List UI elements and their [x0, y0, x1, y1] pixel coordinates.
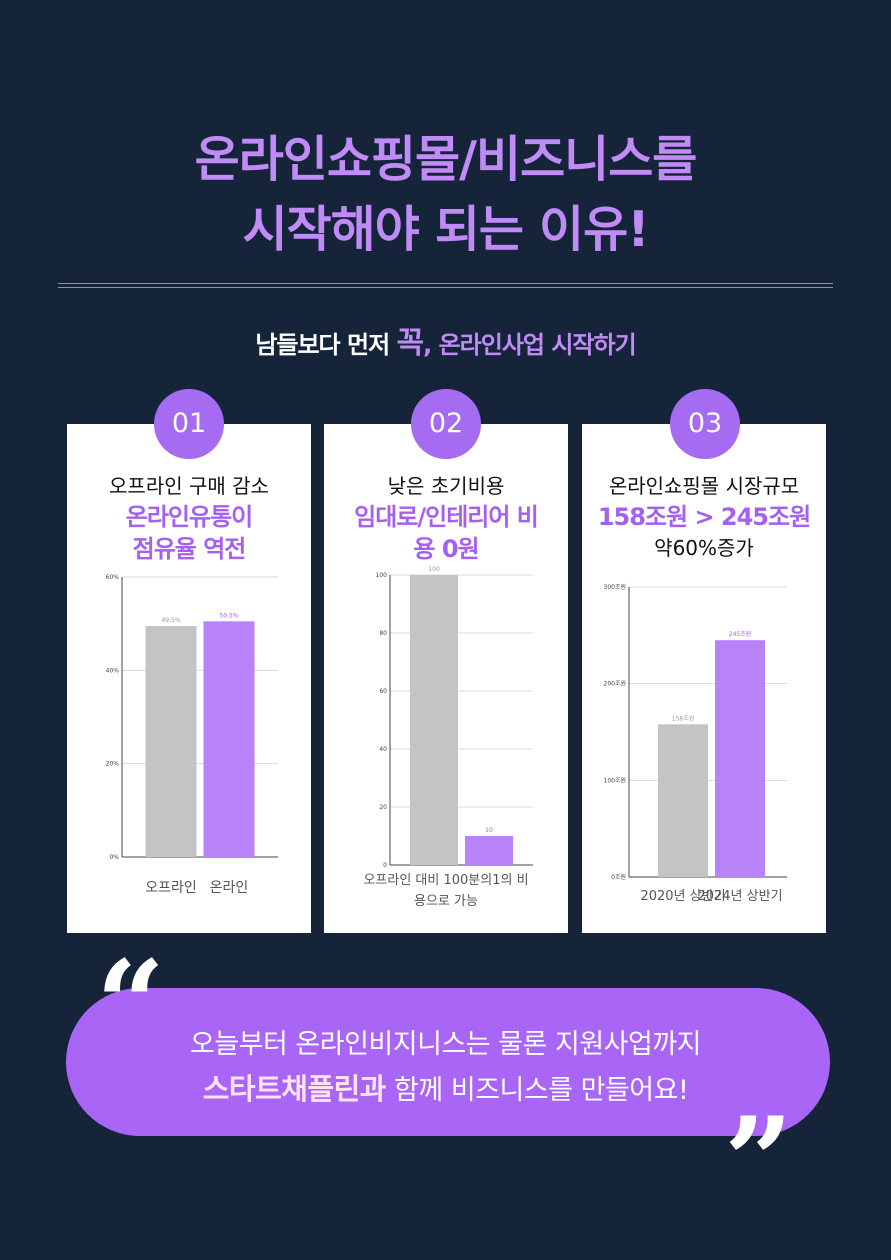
card-3: 온라인쇼핑몰 시장규모 158조원 > 245조원 약60%증가 0조원 100조…: [582, 424, 826, 933]
card-2-line2: 임대로/인테리어 비: [354, 503, 539, 531]
close-quote-icon: ”: [724, 1091, 794, 1232]
page-title-line1: 온라인쇼핑몰/비즈니스를: [194, 131, 698, 188]
y-tick-label: 20: [379, 804, 387, 811]
badge-01: 01: [154, 389, 224, 459]
open-quote-icon: “: [96, 934, 166, 1075]
bar: [410, 575, 458, 865]
y-tick-label: 100조원: [604, 776, 627, 784]
bar: [715, 640, 765, 877]
subtitle-mark: 꼭: [396, 326, 425, 361]
category-label: 2020년 상반기: [640, 889, 725, 904]
card-3-heading: 온라인쇼핑몰 시장규모 158조원 > 245조원 약60%증가: [582, 471, 826, 563]
bar: [658, 724, 708, 877]
category-label: 오프라인 대비 100분의1의 비: [363, 873, 528, 888]
bubble-line1: 오늘부터 온라인비지니스는 물론 지원사업까지: [189, 1029, 702, 1060]
bubble-line2-rest: 함께 비즈니스를 만들어요!: [385, 1075, 689, 1106]
card-1-line1: 오프라인 구매 감소: [109, 474, 269, 498]
data-label: 50.5%: [219, 612, 238, 619]
card-3-line1: 온라인쇼핑몰 시장규모: [608, 474, 800, 498]
badge-02: 02: [411, 389, 481, 459]
card-1-line3: 점유율 역전: [132, 535, 247, 563]
page-title-line2: 시작해야 되는 이유!: [242, 201, 649, 258]
brand-name: 스타트채플린과: [202, 1072, 387, 1106]
card-1-line2: 온라인유통이: [125, 503, 253, 531]
data-label: 100: [428, 566, 440, 573]
card-1: 오프라인 구매 감소 온라인유통이 점유율 역전 0% 20% 40% 60% 49.5…: [67, 424, 311, 933]
data-label: 10: [485, 827, 493, 834]
bar: [465, 836, 513, 865]
message-bubble: [66, 988, 830, 1136]
subtitle-post: , 온라인사업 시작하기: [423, 331, 637, 359]
card-1-heading: 오프라인 구매 감소 온라인유통이 점유율 역전: [67, 471, 311, 565]
category-label: 용으로 가능: [414, 894, 478, 909]
y-tick-label: 0%: [109, 854, 119, 861]
chart-1: 0% 20% 40% 60% 49.5% 50.5% 오프라인 온라인: [106, 574, 278, 896]
y-tick-label: 0조원: [611, 873, 626, 881]
card-2-line3: 용 0원: [413, 535, 479, 563]
divider-top: [58, 283, 833, 284]
y-tick-label: 300조원: [604, 583, 627, 591]
subtitle-pre: 남들보다 먼저: [255, 331, 397, 359]
card-2-heading: 낮은 초기비용 임대로/인테리어 비 용 0원: [324, 471, 568, 565]
card-2-line1: 낮은 초기비용: [387, 474, 505, 498]
badge-03: 03: [670, 389, 740, 459]
card-3-line3: 약60%증가: [654, 536, 754, 560]
chart-3: 0조원 100조원 200조원 300조원 158조원 245조원 2020년 상반기202…: [604, 583, 787, 904]
category-label: 2024년 상반기: [697, 889, 782, 904]
data-label: 245조원: [729, 630, 752, 638]
card-2: 낮은 초기비용 임대로/인테리어 비 용 0원 0 20 40 60 80 100 100 1…: [324, 424, 568, 933]
bar: [145, 626, 197, 857]
y-tick-label: 20%: [106, 761, 120, 768]
category-label: 오프라인: [145, 880, 197, 896]
y-tick-label: 100: [376, 572, 388, 579]
y-tick-label: 200조원: [604, 680, 627, 688]
divider-bottom: [58, 287, 833, 288]
y-tick-label: 60: [379, 688, 387, 695]
category-label: 온라인: [210, 880, 249, 896]
data-label: 158조원: [672, 714, 695, 722]
y-tick-label: 40%: [106, 667, 120, 674]
bubble-line2: 스타트채플린과 함께 비즈니스를 만들어요!: [0, 1066, 891, 1108]
y-tick-label: 60%: [106, 574, 120, 581]
y-tick-label: 0: [383, 862, 387, 869]
data-label: 49.5%: [161, 617, 180, 624]
y-tick-label: 80: [379, 630, 387, 637]
card-3-line2: 158조원 > 245조원: [597, 503, 811, 531]
bar: [203, 621, 255, 857]
subtitle: 남들보다 먼저 꼭, 온라인사업 시작하기: [0, 318, 891, 362]
y-tick-label: 40: [379, 746, 387, 753]
